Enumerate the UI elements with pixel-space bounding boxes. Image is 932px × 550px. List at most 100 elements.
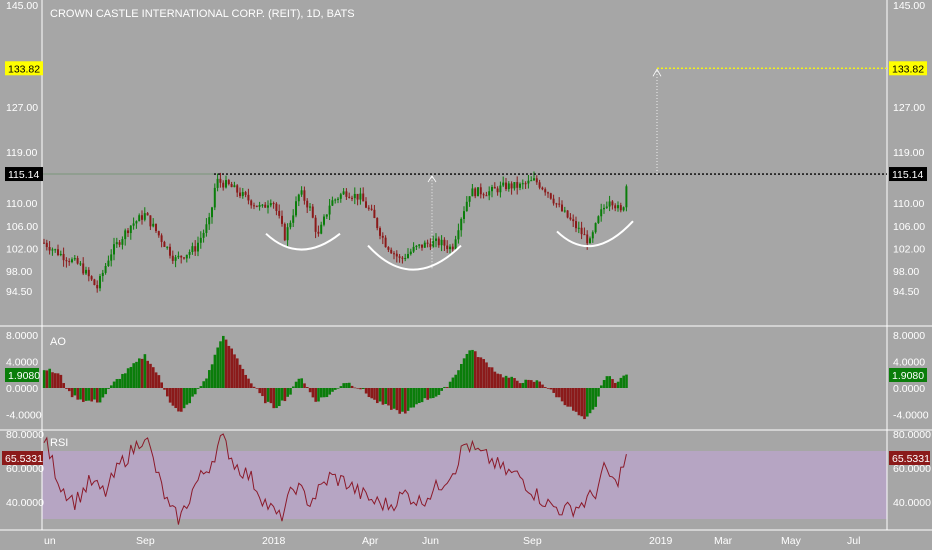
- ao-bar: [608, 376, 611, 388]
- ao-bar: [401, 388, 404, 412]
- candle-body: [379, 228, 381, 236]
- candle-body: [129, 225, 132, 234]
- ao-bar: [572, 388, 575, 411]
- ao-bar: [619, 377, 623, 388]
- candle-body: [617, 205, 619, 209]
- ao-bar: [460, 363, 463, 388]
- ao-bar: [76, 388, 79, 400]
- candle-body: [345, 191, 348, 197]
- ao-bar: [216, 347, 219, 388]
- ao-bar: [451, 377, 455, 388]
- candle-body: [85, 269, 87, 274]
- candle-body: [339, 194, 342, 199]
- rsi-tick-left: 40.0000: [6, 497, 44, 509]
- price-tick-right: 110.00: [893, 198, 924, 210]
- ao-bar: [364, 388, 368, 394]
- candle-body: [101, 272, 104, 277]
- ao-bar: [177, 388, 180, 412]
- ao-bar: [247, 378, 250, 388]
- ao-panel: [42, 335, 628, 420]
- candle-body: [286, 227, 289, 241]
- ao-bar: [73, 388, 77, 396]
- ao-bar: [320, 388, 323, 398]
- ao-bar: [530, 380, 533, 388]
- ao-bar: [345, 382, 348, 388]
- ao-bar: [90, 388, 93, 402]
- candle-body: [135, 221, 138, 224]
- candle-body: [373, 209, 376, 219]
- candle-body: [325, 214, 328, 217]
- ao-bar: [440, 388, 443, 391]
- ao-bar: [121, 373, 124, 388]
- candle-body: [71, 259, 73, 263]
- candle-body: [603, 207, 605, 210]
- price-tick-right: 94.50: [893, 286, 919, 298]
- ao-bar: [488, 367, 491, 388]
- candle-body: [239, 192, 241, 197]
- candle-body: [317, 231, 320, 234]
- candle-body: [261, 204, 264, 206]
- candle-body: [393, 253, 395, 255]
- ao-tag-right-bg: [889, 368, 927, 382]
- candle-body: [384, 237, 387, 248]
- ao-bar: [255, 388, 259, 389]
- candle-body: [423, 242, 426, 248]
- candle-body: [283, 223, 286, 241]
- candle-body: [477, 187, 479, 197]
- candle-body: [348, 196, 351, 198]
- candle-body: [79, 263, 82, 265]
- candle-body: [250, 200, 253, 206]
- candle-body: [227, 180, 230, 185]
- ao-bar: [272, 388, 275, 409]
- ao-bar: [79, 388, 82, 400]
- ao-bar: [196, 388, 200, 389]
- candle-body: [530, 180, 533, 182]
- candle-body: [513, 182, 516, 189]
- candle-body: [152, 223, 155, 227]
- candle-body: [183, 257, 185, 259]
- ao-bar: [227, 345, 231, 388]
- ao-bar: [588, 388, 592, 414]
- candle-body: [278, 210, 281, 216]
- candle-body: [527, 180, 530, 184]
- ao-bar: [502, 377, 505, 388]
- candle-body: [113, 244, 115, 255]
- ao-label: AO: [50, 336, 66, 348]
- candle-body: [457, 230, 460, 240]
- candle-body: [314, 217, 317, 232]
- candle-body: [533, 178, 535, 181]
- candle-body: [563, 210, 566, 212]
- ao-bar: [93, 388, 96, 400]
- candle-body: [353, 193, 356, 199]
- candle-body: [202, 232, 205, 238]
- x-tick-label: Jul: [847, 535, 860, 547]
- ao-bar: [54, 373, 57, 388]
- ao-bar: [611, 379, 614, 388]
- candle-body: [493, 186, 496, 189]
- ao-bar: [490, 367, 494, 388]
- ao-bar: [339, 386, 343, 388]
- candle-body: [323, 216, 325, 225]
- candle-body: [141, 215, 143, 220]
- candle-body: [547, 192, 549, 194]
- ao-bar: [202, 381, 205, 388]
- ao-bar: [205, 378, 208, 388]
- ao-bar: [222, 335, 225, 388]
- ao-bar: [238, 364, 242, 388]
- ao-bar: [594, 388, 597, 407]
- candle-body: [463, 211, 465, 219]
- ao-bar: [376, 388, 379, 404]
- candle-body: [309, 206, 311, 208]
- ao-bar: [266, 388, 270, 402]
- ao-bar: [429, 388, 432, 399]
- candle-body: [320, 224, 323, 234]
- candle-body: [157, 231, 160, 236]
- ao-bar: [605, 376, 609, 388]
- candle-body: [269, 203, 272, 206]
- candle-body: [292, 215, 295, 223]
- price-tick-right: 106.00: [893, 221, 925, 233]
- candle-body: [566, 210, 569, 218]
- ao-bar: [538, 381, 541, 388]
- ao-bar: [258, 388, 261, 394]
- ao-bar: [381, 388, 385, 405]
